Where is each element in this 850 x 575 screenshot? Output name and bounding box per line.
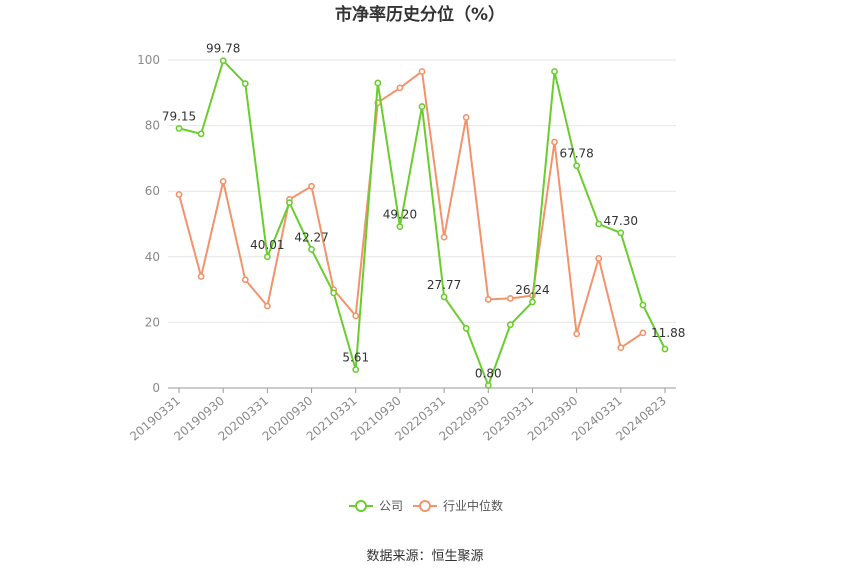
data-point[interactable] [241,276,249,284]
data-point[interactable] [462,114,470,121]
data-point[interactable] [573,162,581,170]
data-point[interactable] [308,182,315,190]
data-point[interactable] [462,324,470,332]
data-point[interactable] [418,68,426,75]
data-point[interactable] [440,293,448,301]
data-point[interactable] [286,199,293,207]
y-tick-label: 20 [145,315,160,329]
data-point[interactable] [175,191,183,198]
y-tick-label: 60 [145,184,160,198]
data-point[interactable] [595,220,603,228]
data-point[interactable] [396,223,404,231]
data-point[interactable] [175,124,183,132]
data-point[interactable] [529,298,536,306]
data-label: 49.20 [383,208,417,222]
data-point[interactable] [573,330,581,338]
source-text: 数据来源：恒生聚源 [366,549,483,564]
data-point[interactable] [661,345,669,353]
data-point[interactable] [197,130,205,138]
data-point[interactable] [484,296,492,303]
y-axis: 0 20 40 60 80 100 [137,53,160,395]
data-point[interactable] [418,103,426,110]
y-tick-label: 100 [137,53,160,67]
data-label: 79.15 [162,109,196,123]
data-point[interactable] [595,255,603,262]
grid [168,59,676,323]
series-line [178,69,644,350]
legend-marker [355,500,367,512]
data-label: 42.27 [294,230,328,244]
series-0 [175,57,669,389]
legend-item-1[interactable]: 行业中位数 [413,498,503,513]
y-tick-label: 40 [145,250,160,264]
data-label: 11.88 [651,326,685,340]
data-point[interactable] [263,253,271,261]
data-point[interactable] [506,321,514,329]
data-label: 40.01 [250,238,284,252]
data-point[interactable] [374,79,382,87]
data-label: 27.77 [427,278,461,292]
data-point[interactable] [219,57,227,65]
data-label: 5.61 [342,351,369,365]
legend: 公司 行业中位数 [349,498,503,513]
data-point[interactable] [352,366,360,373]
legend-label: 公司 [379,499,403,513]
data-point[interactable] [639,329,647,337]
data-point[interactable] [219,177,227,185]
chart-title: 市净率历史分位（%） [335,4,505,25]
data-point[interactable] [617,229,625,237]
legend-marker [419,500,431,512]
data-point[interactable] [551,68,558,75]
data-label: 99.78 [206,42,240,56]
data-point[interactable] [352,312,360,320]
data-point[interactable] [396,84,404,92]
y-tick-label: 80 [145,119,160,133]
data-point[interactable] [241,80,249,88]
data-point[interactable] [484,381,492,389]
series-layer [175,57,669,389]
data-label: 26.24 [515,283,549,297]
data-label: 47.30 [604,214,638,228]
data-labels: 79.15 99.78 40.01 42.27 5.61 49.20 27.77 0.80 26… [162,42,686,381]
legend-item-0[interactable]: 公司 [349,499,403,513]
data-point[interactable] [308,245,315,253]
data-point[interactable] [617,344,625,352]
legend-label: 行业中位数 [443,498,503,513]
y-tick-label: 0 [152,381,160,395]
data-point[interactable] [330,289,338,297]
data-label: 0.80 [475,366,502,380]
data-point[interactable] [440,233,448,241]
data-label: 67.78 [559,147,593,161]
data-point[interactable] [639,301,647,309]
x-axis: 2019033120190930202003312020093020210331… [127,387,676,444]
data-point[interactable] [263,302,271,310]
data-point[interactable] [197,273,205,280]
data-point[interactable] [506,295,514,302]
data-point[interactable] [551,138,558,146]
